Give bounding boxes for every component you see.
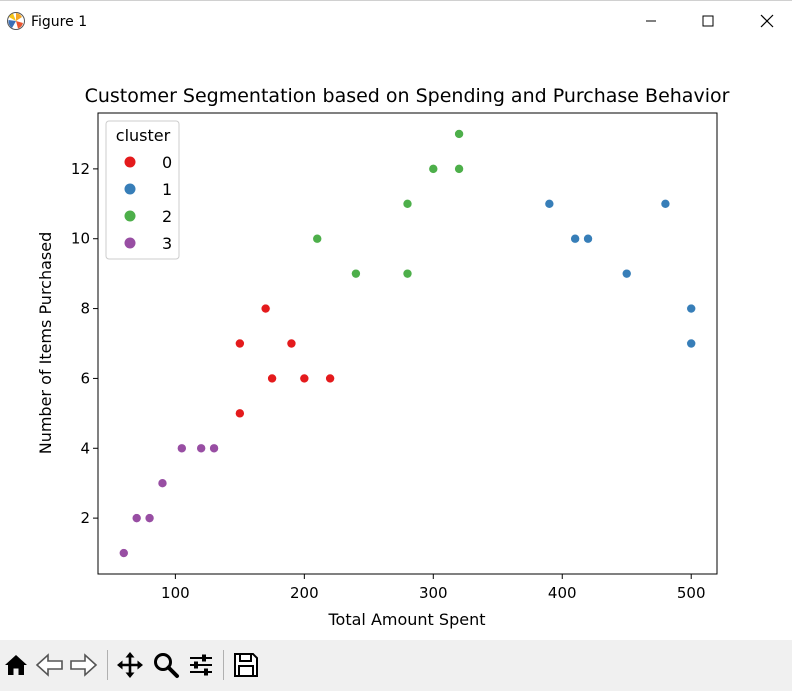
plot-area-frame (97, 112, 718, 575)
legend-marker (124, 210, 136, 222)
zoom-icon (154, 653, 179, 678)
data-point-cluster-0 (260, 303, 271, 314)
minimize-button[interactable] (622, 1, 680, 41)
x-tick-label: 200 (290, 584, 319, 602)
data-point-cluster-1 (544, 199, 555, 209)
forward-button[interactable] (67, 648, 99, 682)
x-tick-label: 300 (419, 584, 448, 602)
data-point-cluster-2 (402, 199, 413, 209)
data-point-cluster-3 (144, 513, 155, 523)
maximize-icon (702, 15, 714, 27)
data-point-cluster-2 (454, 129, 464, 139)
data-point-cluster-3 (209, 443, 219, 454)
y-tick-label: 2 (80, 509, 90, 527)
window-title: Figure 1 (31, 14, 88, 30)
data-point-cluster-1 (686, 303, 697, 314)
close-icon (760, 14, 774, 28)
zoom-button[interactable] (150, 648, 182, 682)
legend-entry-label: 0 (162, 153, 172, 172)
data-point-cluster-2 (402, 268, 413, 279)
legend-marker (124, 156, 136, 168)
data-point-cluster-1 (621, 268, 632, 279)
toolbar-separator (223, 650, 224, 680)
data-point-cluster-3 (177, 443, 187, 454)
pan-button[interactable] (114, 648, 146, 682)
data-points (118, 129, 697, 558)
figure-canvas: Customer Segmentation based on Spending … (0, 40, 792, 640)
scatter-chart: Customer Segmentation based on Spending … (36, 85, 730, 629)
matplotlib-logo-icon (7, 12, 25, 30)
legend: cluster 0 1 2 3 (105, 120, 180, 260)
data-point-cluster-1 (660, 199, 671, 209)
data-point-cluster-3 (118, 548, 129, 558)
x-tick-label: 500 (677, 584, 706, 602)
forward-icon (70, 653, 98, 677)
x-tick-label: 100 (161, 584, 190, 602)
data-point-cluster-3 (131, 513, 142, 523)
y-tick-label: 10 (71, 230, 90, 248)
configure-subplots-button[interactable] (185, 648, 217, 682)
maximize-button[interactable] (679, 1, 737, 41)
data-point-cluster-2 (351, 268, 361, 279)
data-point-cluster-2 (312, 233, 323, 244)
toolbar-separator (107, 650, 108, 680)
save-button[interactable] (230, 648, 262, 682)
y-tick-label: 8 (80, 300, 90, 318)
data-point-cluster-0 (286, 338, 297, 349)
legend-items: 0 1 2 3 (124, 153, 172, 253)
legend-entry-label: 3 (162, 234, 172, 253)
data-point-cluster-1 (686, 338, 697, 349)
data-point-cluster-1 (583, 233, 593, 244)
window-titlebar: Figure 1 (0, 0, 792, 40)
legend-title: cluster (116, 126, 171, 145)
data-point-cluster-0 (235, 338, 245, 349)
x-axis-label: Total Amount Spent (328, 610, 486, 629)
legend-entry-label: 2 (162, 207, 172, 226)
chart-title: Customer Segmentation based on Spending … (85, 85, 730, 107)
legend-box (105, 120, 180, 260)
y-tick-label: 12 (71, 160, 90, 178)
minimize-icon (646, 20, 656, 22)
close-button[interactable] (738, 1, 792, 41)
data-point-cluster-0 (325, 373, 335, 384)
configure-subplots-icon (190, 654, 212, 676)
legend-marker (124, 237, 136, 249)
navigation-toolbar (0, 640, 792, 691)
legend-entry-label: 1 (162, 180, 172, 199)
data-point-cluster-0 (235, 408, 245, 419)
data-point-cluster-2 (454, 164, 464, 174)
data-point-cluster-0 (267, 373, 277, 384)
home-button[interactable] (0, 648, 32, 682)
back-icon (35, 653, 63, 677)
data-point-cluster-3 (157, 478, 168, 488)
save-icon (234, 653, 258, 677)
data-point-cluster-3 (196, 443, 206, 454)
data-point-cluster-2 (428, 164, 439, 174)
x-tick-label: 400 (548, 584, 577, 602)
y-tick-label: 4 (80, 439, 90, 457)
back-button[interactable] (34, 648, 66, 682)
y-tick-label: 6 (80, 369, 90, 387)
pan-icon (117, 652, 143, 678)
data-point-cluster-0 (299, 373, 310, 384)
home-icon (5, 655, 27, 675)
y-axis-label: Number of Items Purchased (36, 232, 55, 455)
legend-marker (124, 183, 136, 195)
data-point-cluster-1 (570, 233, 580, 244)
